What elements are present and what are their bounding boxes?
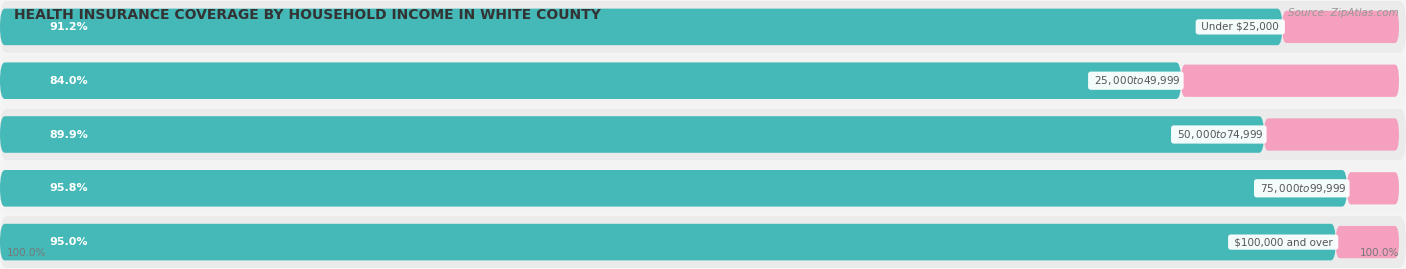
FancyBboxPatch shape [0, 116, 1264, 153]
FancyBboxPatch shape [1336, 226, 1399, 258]
FancyBboxPatch shape [1347, 172, 1399, 204]
Text: $75,000 to $99,999: $75,000 to $99,999 [1257, 182, 1347, 195]
FancyBboxPatch shape [1181, 65, 1399, 97]
Text: 95.0%: 95.0% [49, 237, 87, 247]
FancyBboxPatch shape [1264, 118, 1399, 151]
FancyBboxPatch shape [1282, 11, 1399, 43]
FancyBboxPatch shape [0, 224, 1336, 260]
Text: $50,000 to $74,999: $50,000 to $74,999 [1174, 128, 1264, 141]
FancyBboxPatch shape [0, 1, 1406, 53]
Text: 100.0%: 100.0% [1360, 248, 1399, 258]
Text: Source: ZipAtlas.com: Source: ZipAtlas.com [1288, 8, 1399, 18]
FancyBboxPatch shape [0, 9, 1282, 45]
Text: 95.8%: 95.8% [49, 183, 87, 193]
Text: Under $25,000: Under $25,000 [1198, 22, 1282, 32]
FancyBboxPatch shape [0, 162, 1406, 214]
Text: 89.9%: 89.9% [49, 129, 89, 140]
Text: $25,000 to $49,999: $25,000 to $49,999 [1091, 74, 1181, 87]
FancyBboxPatch shape [0, 62, 1181, 99]
Text: HEALTH INSURANCE COVERAGE BY HOUSEHOLD INCOME IN WHITE COUNTY: HEALTH INSURANCE COVERAGE BY HOUSEHOLD I… [14, 8, 600, 22]
Text: 100.0%: 100.0% [7, 248, 46, 258]
FancyBboxPatch shape [0, 109, 1406, 160]
Text: $100,000 and over: $100,000 and over [1230, 237, 1336, 247]
FancyBboxPatch shape [0, 170, 1347, 207]
Text: 84.0%: 84.0% [49, 76, 87, 86]
FancyBboxPatch shape [0, 55, 1406, 107]
FancyBboxPatch shape [0, 216, 1406, 268]
Text: 91.2%: 91.2% [49, 22, 89, 32]
